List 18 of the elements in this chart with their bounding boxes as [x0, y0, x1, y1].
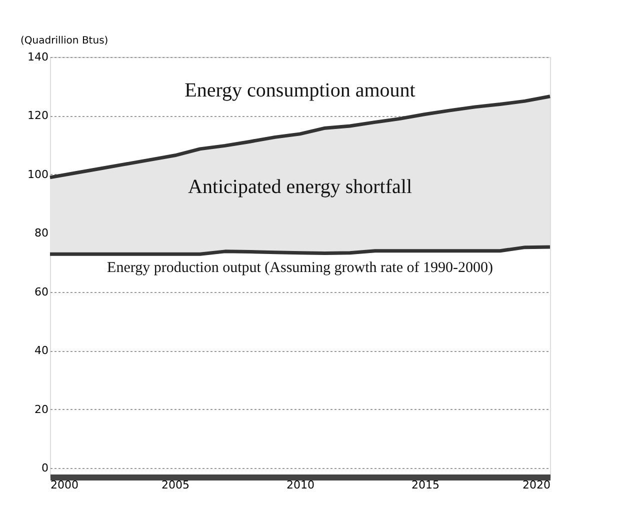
x-tick-label: 2015 [412, 478, 440, 492]
y-axis-title: (Quadrillion Btus) [20, 36, 108, 46]
x-tick-label: 2000 [50, 478, 78, 492]
y-tick-label: 120 [28, 109, 48, 122]
x-tick-label: 2020 [522, 478, 550, 492]
y-tick-label: 60 [34, 285, 48, 298]
annotation: Energy production output (Assuming growth rate of 1990-2000) [107, 260, 493, 276]
x-tick-label: 2010 [286, 478, 314, 492]
line-series [48, 245, 552, 256]
y-tick-label: 20 [34, 402, 48, 416]
y-tick-label: 140 [28, 50, 48, 64]
y-tick-label: 100 [28, 168, 48, 181]
y-tick-label: 40 [34, 344, 48, 358]
annotation: Energy consumption amount [184, 80, 416, 102]
x-tick-label: 2005 [162, 478, 190, 492]
y-tick-label: 80 [34, 226, 48, 240]
annotation: Anticipated energy shortfall [188, 176, 412, 198]
y-tick-label: 0 [42, 462, 48, 475]
